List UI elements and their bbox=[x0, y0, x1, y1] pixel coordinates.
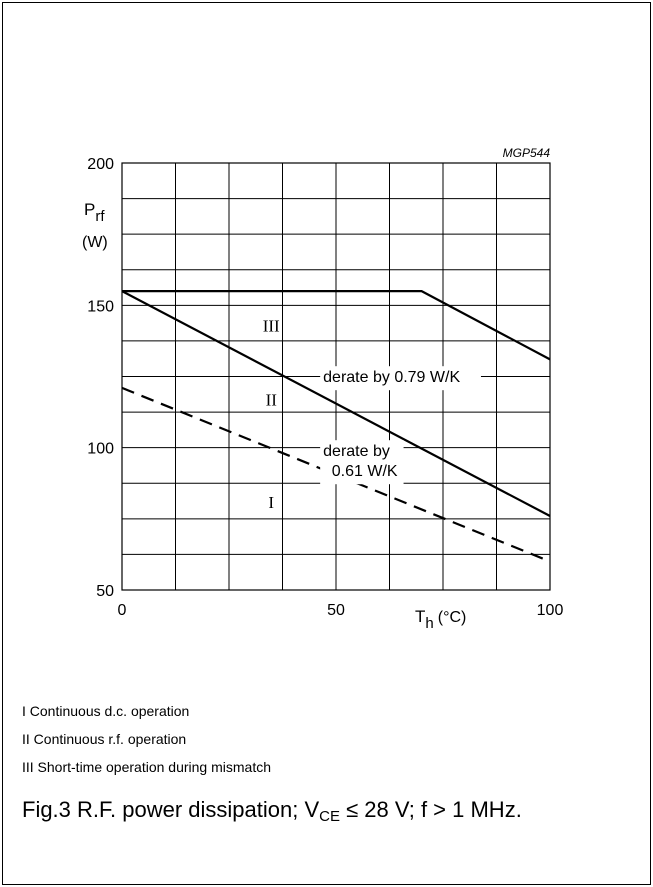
x-tick-label: 0 bbox=[118, 602, 127, 619]
region-label-i: I bbox=[268, 493, 274, 512]
annotation-text: derate by bbox=[323, 443, 390, 460]
y-tick-label: 100 bbox=[87, 441, 114, 458]
annotation-text: derate by 0.79 W/K bbox=[323, 369, 460, 386]
y-tick-label: 150 bbox=[87, 298, 114, 315]
series-line-ii bbox=[121, 290, 551, 517]
x-tick-label: 100 bbox=[537, 602, 564, 619]
region-label-iii: III bbox=[263, 316, 280, 335]
y-tick-label: 50 bbox=[96, 583, 114, 600]
figure-code: MGP544 bbox=[503, 146, 551, 160]
region-label-ii: II bbox=[266, 390, 278, 409]
series-line-i bbox=[121, 386, 551, 563]
annotation-background bbox=[320, 440, 404, 485]
plot-area-border bbox=[121, 162, 551, 591]
x-axis-label: Th (°C) bbox=[415, 607, 466, 632]
legend-item-continuous-rf: II Continuous r.f. operation bbox=[22, 731, 187, 747]
annotation-background bbox=[320, 366, 481, 391]
legend-item-continuous-dc: I Continuous d.c. operation bbox=[22, 703, 190, 719]
caption-prefix: Fig.3 R.F. power dissipation; V bbox=[22, 797, 320, 822]
y-tick-label: 200 bbox=[87, 156, 114, 173]
x-tick-label: 50 bbox=[327, 602, 345, 619]
y-axis-label: Prf bbox=[84, 200, 105, 225]
series-line-iii bbox=[122, 290, 551, 361]
y-axis-unit: (W) bbox=[82, 234, 108, 251]
caption-subscript: CE bbox=[319, 808, 340, 825]
figure-caption: Fig.3 R.F. power dissipation; VCE ≤ 28 V… bbox=[22, 797, 522, 825]
caption-suffix: ≤ 28 V; f > 1 MHz. bbox=[339, 797, 522, 822]
legend-item-short-time: III Short-time operation during mismatch bbox=[22, 759, 271, 775]
annotation-text: 0.61 W/K bbox=[332, 463, 398, 480]
